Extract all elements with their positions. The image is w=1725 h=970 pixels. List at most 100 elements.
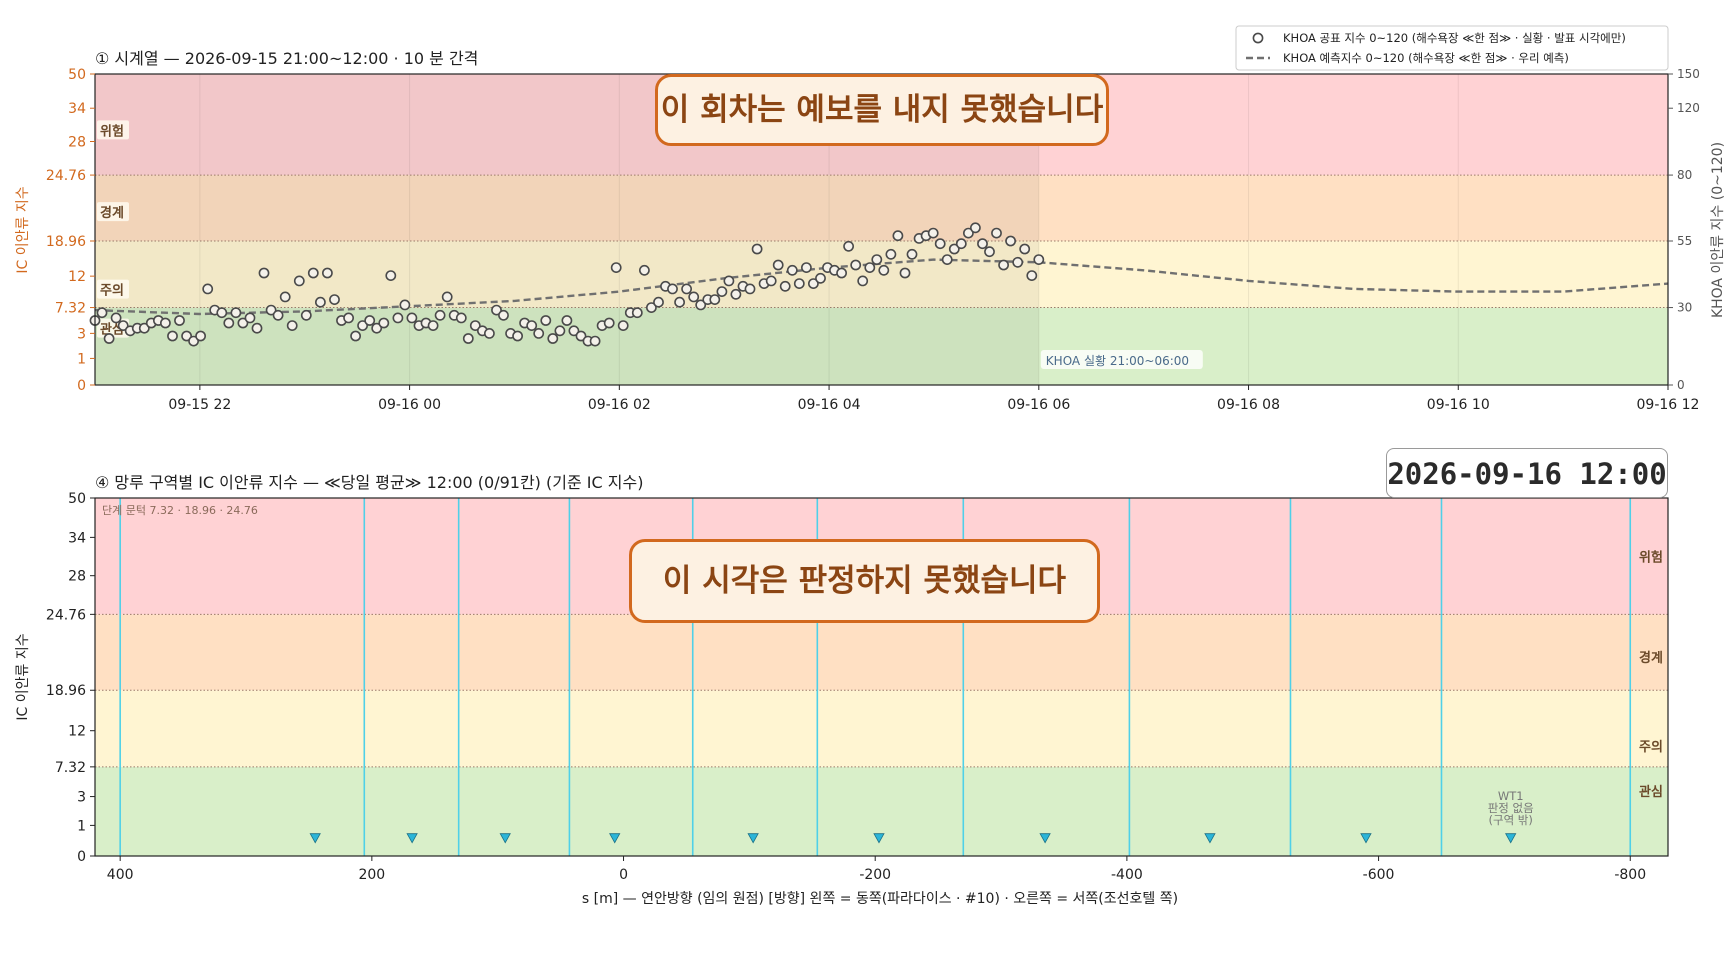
top-chart-title: ① 시계열 — 2026-09-15 21:00~12:00 · 10 분 간격 <box>95 49 478 68</box>
observed-point <box>772 259 784 271</box>
observed-point <box>906 248 918 260</box>
y2-tick-label: 120 <box>1677 101 1700 115</box>
zone-label-3: 위험 <box>100 123 124 139</box>
observed-point <box>237 317 249 329</box>
observed-point <box>286 320 298 331</box>
zone-label-1: 주의 <box>100 283 124 299</box>
x-tick-label: -600 <box>1363 867 1395 883</box>
no-judgement-banner: 이 시각은 판정하지 못했습니다 <box>629 539 1100 623</box>
observed-point <box>216 307 228 319</box>
observed-point <box>955 238 967 250</box>
observed-point <box>927 227 939 239</box>
legend-marker-observed <box>1252 32 1264 44</box>
observed-point <box>730 288 742 300</box>
observed-point <box>357 320 368 331</box>
observed-point <box>399 299 411 311</box>
observed-point <box>941 254 953 265</box>
observed-point <box>117 320 129 331</box>
plot-frame <box>94 497 1669 857</box>
y-tick-label: 1 <box>77 351 86 367</box>
lifeguard-marker <box>1360 833 1372 844</box>
observed-point <box>385 270 397 281</box>
observed-point <box>343 312 354 324</box>
observed-point <box>589 335 601 347</box>
lifeguard-marker <box>499 833 511 844</box>
annotation-bg <box>1040 350 1203 369</box>
x-tick-label: -800 <box>1614 867 1646 883</box>
observed-point <box>188 335 199 347</box>
observed-point <box>378 317 390 329</box>
zone-band-2 <box>95 614 1668 691</box>
lifeguard-marker <box>309 833 321 844</box>
legend-label-observed: KHOA 공표 지수 0~120 (해수욕장 ≪한 점≫ · 실황 · 발표 시… <box>1283 31 1626 45</box>
observed-point <box>427 320 439 331</box>
observed-point <box>321 267 333 279</box>
zone-label-2: 경계 <box>100 205 124 221</box>
y-tick-label: 34 <box>68 101 86 117</box>
x-tick-label: 09-16 02 <box>588 397 651 413</box>
observed-point <box>244 312 256 324</box>
observed-point <box>801 262 812 273</box>
wt1-note-line: 판정 없음 <box>1488 801 1534 815</box>
observed-point <box>744 283 756 295</box>
observed-point <box>885 248 897 260</box>
legend-box <box>1235 25 1669 71</box>
observed-point <box>716 286 728 297</box>
observed-point <box>977 238 988 250</box>
x-tick-label: 09-16 04 <box>798 397 861 413</box>
lifeguard-marker <box>1505 833 1517 844</box>
lifeguard-marker <box>873 833 885 844</box>
observed-point <box>174 315 185 326</box>
zone-label-bg-2 <box>97 202 129 222</box>
observed-point <box>963 227 974 239</box>
observed-point <box>279 291 291 303</box>
observed-point <box>899 267 911 279</box>
zone-band-2 <box>95 175 1668 242</box>
observed-point <box>610 262 622 273</box>
observed-point <box>455 312 467 324</box>
observed-point <box>512 330 523 342</box>
observed-point <box>329 294 340 305</box>
observed-point <box>1019 243 1031 255</box>
observed-point <box>639 264 650 276</box>
y-tick-label: 50 <box>68 67 86 83</box>
zone-label-right-0: 위험 <box>1639 550 1663 566</box>
observed-point <box>808 278 819 289</box>
observed-point <box>350 330 361 342</box>
zone-label-bg-1 <box>97 279 129 299</box>
observed-point <box>984 246 995 258</box>
observed-point <box>547 333 559 344</box>
observed-point <box>462 333 474 344</box>
observed-point <box>970 222 981 234</box>
y2-tick-label: 30 <box>1677 301 1692 315</box>
observed-point <box>314 296 326 308</box>
observed-point <box>653 296 664 308</box>
y-tick-label: 12 <box>68 269 86 285</box>
wt1-label: WT1 <box>1498 789 1524 803</box>
observed-point <box>533 327 545 339</box>
observed-point <box>765 275 777 287</box>
observed-point <box>540 315 552 326</box>
observed-point <box>561 315 573 326</box>
observed-point <box>265 304 277 316</box>
y-tick-label: 0 <box>77 378 86 394</box>
y-tick-label: 18.96 <box>46 683 86 699</box>
observed-point <box>934 238 946 250</box>
observed-point <box>181 330 192 342</box>
observed-point <box>491 304 502 316</box>
observed-point <box>554 325 566 337</box>
observed-point <box>857 275 869 287</box>
no-forecast-banner: 이 회차는 예보를 내지 못했습니다 <box>655 74 1109 146</box>
x-tick-label: 09-16 06 <box>1007 397 1070 413</box>
y2-tick-label: 0 <box>1677 378 1685 392</box>
observed-point <box>272 309 284 321</box>
zone-label-bg-3 <box>97 120 129 140</box>
observed-point <box>646 302 657 313</box>
observed-point <box>850 259 862 271</box>
observed-point <box>469 320 481 331</box>
observed-point <box>526 320 538 331</box>
observed-point <box>406 312 418 324</box>
y-tick-label: 24.76 <box>46 607 86 623</box>
y-tick-label: 28 <box>68 569 86 585</box>
